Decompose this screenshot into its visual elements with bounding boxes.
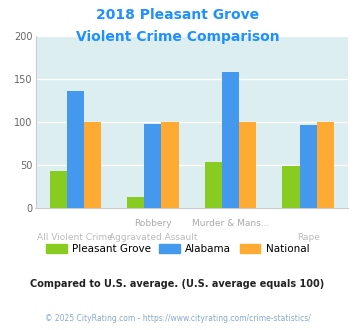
Bar — [283, 166, 300, 208]
Text: Aggravated Assault: Aggravated Assault — [109, 233, 197, 242]
Text: 2018 Pleasant Grove: 2018 Pleasant Grove — [96, 8, 259, 22]
Bar — [144, 124, 162, 208]
Bar — [162, 122, 179, 208]
Bar — [67, 91, 84, 208]
Bar — [50, 171, 67, 208]
Text: Robbery: Robbery — [134, 219, 172, 228]
Text: Violent Crime Comparison: Violent Crime Comparison — [76, 30, 279, 44]
Text: All Violent Crime: All Violent Crime — [37, 233, 113, 242]
Text: Murder & Mans...: Murder & Mans... — [192, 219, 269, 228]
Text: Rape: Rape — [297, 233, 320, 242]
Text: © 2025 CityRating.com - https://www.cityrating.com/crime-statistics/: © 2025 CityRating.com - https://www.city… — [45, 314, 310, 323]
Bar — [300, 125, 317, 208]
Bar — [205, 162, 222, 208]
Bar — [127, 197, 144, 208]
Legend: Pleasant Grove, Alabama, National: Pleasant Grove, Alabama, National — [46, 244, 309, 254]
Bar — [84, 122, 101, 208]
Text: Compared to U.S. average. (U.S. average equals 100): Compared to U.S. average. (U.S. average … — [31, 279, 324, 289]
Bar — [239, 122, 256, 208]
Bar — [222, 72, 239, 208]
Bar — [317, 122, 334, 208]
